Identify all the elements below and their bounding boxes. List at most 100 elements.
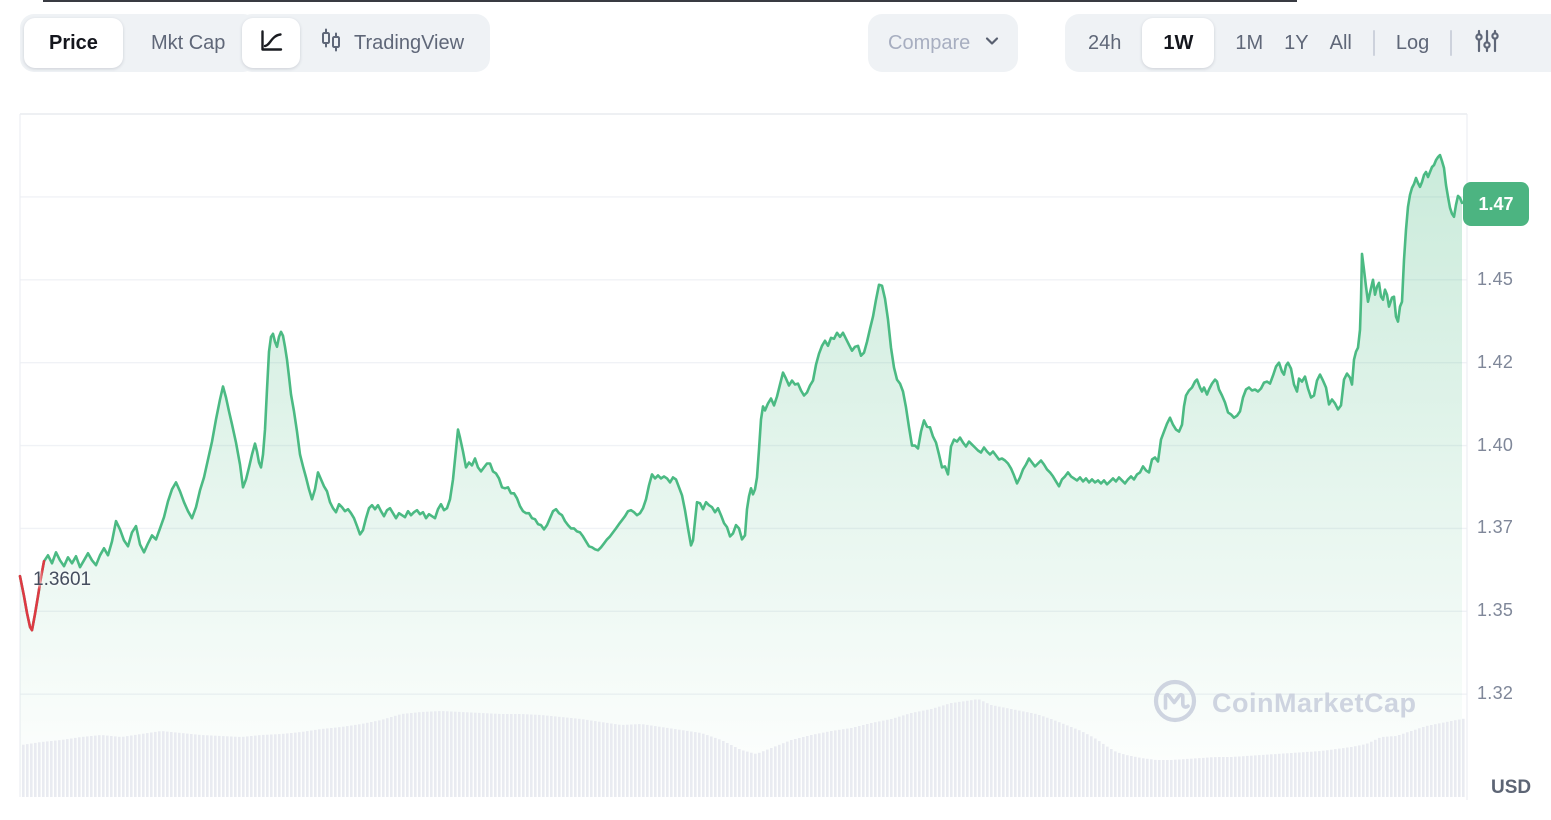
volume-bar <box>638 724 641 797</box>
volume-bar <box>614 724 617 797</box>
volume-bar <box>730 745 733 797</box>
volume-bar <box>1154 759 1157 797</box>
volume-bar <box>1118 752 1121 797</box>
volume-bar <box>478 712 481 797</box>
volume-bar <box>170 732 173 797</box>
volume-bar <box>994 705 997 797</box>
compare-dropdown-button[interactable]: Compare <box>868 14 1019 72</box>
volume-bar <box>946 704 949 797</box>
volume-bar <box>218 735 221 797</box>
volume-bar <box>406 713 409 797</box>
volume-bar <box>246 736 249 797</box>
volume-bar <box>1266 754 1269 797</box>
volume-bar <box>838 729 841 797</box>
volume-bar <box>686 730 689 797</box>
volume-bar <box>1258 755 1261 797</box>
volume-bar <box>122 736 125 797</box>
volume-bar <box>1326 750 1329 797</box>
volume-bar <box>1050 719 1053 797</box>
volume-bar <box>566 717 569 797</box>
volume-bar <box>1314 751 1317 797</box>
volume-bar <box>1106 746 1109 797</box>
volume-bar <box>470 712 473 797</box>
volume-bar <box>550 716 553 797</box>
range-24h-button[interactable]: 24h <box>1088 31 1122 54</box>
volume-bar <box>210 735 213 797</box>
mktcap-tab[interactable]: Mkt Cap <box>150 31 226 54</box>
range-all-button[interactable]: All <box>1329 31 1352 54</box>
volume-bar <box>574 718 577 797</box>
volume-bar <box>1174 759 1177 797</box>
y-axis-tick-label: 1.35 <box>1477 600 1514 620</box>
volume-bar <box>850 728 853 797</box>
y-axis-tick-label: 1.45 <box>1477 269 1514 289</box>
tradingview-chart-type-button[interactable]: TradingView <box>300 27 486 59</box>
volume-bar <box>1418 728 1421 797</box>
volume-bar <box>82 736 85 797</box>
volume-bar <box>398 714 401 797</box>
volume-bar <box>402 713 405 797</box>
volume-bar <box>1218 757 1221 797</box>
volume-bar <box>606 722 609 797</box>
volume-bar <box>742 750 745 797</box>
price-tab-label: Price <box>49 31 98 54</box>
y-axis-tick-label: 1.37 <box>1477 517 1514 537</box>
volume-bar <box>390 717 393 797</box>
volume-bar <box>518 714 521 797</box>
volume-bar <box>1190 758 1193 797</box>
volume-bar <box>374 721 377 797</box>
volume-bar <box>718 739 721 797</box>
chart-settings-icon[interactable] <box>1473 27 1501 60</box>
price-tab[interactable]: Price <box>24 18 123 68</box>
volume-bar <box>318 729 321 797</box>
volume-bar <box>1330 749 1333 797</box>
volume-bar <box>658 726 661 797</box>
compare-label: Compare <box>888 31 971 54</box>
volume-bar <box>418 712 421 797</box>
volume-bar <box>854 727 857 797</box>
volume-bar <box>694 732 697 797</box>
line-chart-type-button[interactable] <box>242 18 300 68</box>
volume-bar <box>1310 751 1313 797</box>
candlestick-icon <box>318 27 344 59</box>
volume-bar <box>926 709 929 797</box>
volume-bar <box>1398 735 1401 797</box>
volume-bar <box>290 733 293 797</box>
volume-bar <box>126 736 129 797</box>
volume-bar <box>714 737 717 797</box>
volume-bar <box>106 735 109 797</box>
volume-bar <box>346 726 349 797</box>
volume-bar <box>738 749 741 797</box>
volume-bar <box>1250 755 1253 797</box>
volume-bar <box>1238 756 1241 797</box>
volume-bar <box>862 725 865 797</box>
volume-bar <box>1274 754 1277 797</box>
volume-bar <box>626 724 629 797</box>
volume-bar <box>526 714 529 797</box>
volume-bar <box>822 732 825 797</box>
volume-bar <box>1458 719 1461 797</box>
volume-bar <box>986 703 989 797</box>
volume-bar <box>698 732 701 797</box>
volume-bar <box>1202 757 1205 797</box>
volume-bar <box>1362 744 1365 797</box>
volume-bar <box>1138 757 1141 797</box>
volume-bar <box>866 724 869 797</box>
volume-bar <box>298 732 301 797</box>
volume-bar <box>734 747 737 797</box>
log-scale-button[interactable]: Log <box>1395 31 1430 54</box>
volume-bar <box>678 729 681 797</box>
volume-bar <box>814 734 817 797</box>
volume-bar <box>358 724 361 797</box>
volume-bar <box>262 734 265 797</box>
range-1m-button[interactable]: 1M <box>1235 31 1264 54</box>
volume-bar <box>914 712 917 797</box>
volume-bar <box>438 711 441 797</box>
range-1w-button[interactable]: 1W <box>1142 18 1215 68</box>
volume-bar <box>278 734 281 797</box>
volume-bar <box>70 738 73 797</box>
volume-bar <box>1062 723 1065 797</box>
volume-bar <box>1198 758 1201 797</box>
range-1y-button[interactable]: 1Y <box>1284 31 1309 54</box>
